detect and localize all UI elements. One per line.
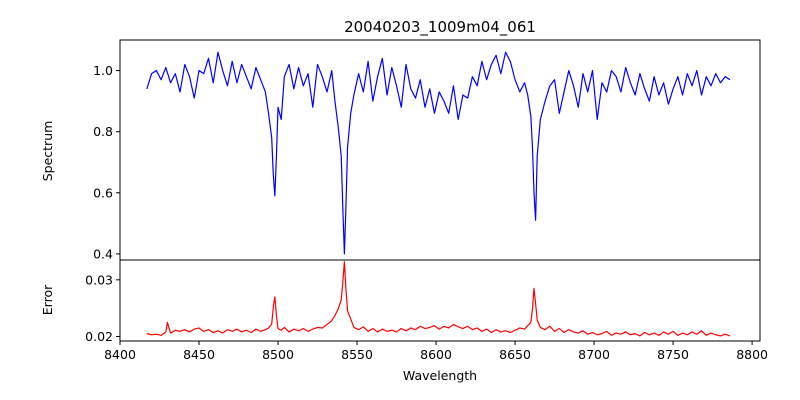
x-tick-label: 8500 (262, 347, 294, 362)
spectrum-series-line (146, 51, 731, 255)
x-tick-label: 8750 (657, 347, 689, 362)
chart-title: 20040203_1009m04_061 (344, 18, 536, 37)
error-y-ticks: 0.02 0.03 (85, 272, 120, 344)
spectrum-y-tick-label: 0.6 (93, 185, 113, 200)
spectrum-y-tick-label: 0.8 (93, 124, 113, 139)
spectrum-y-tick-label: 1.0 (93, 63, 113, 78)
x-tick-label: 8650 (499, 347, 531, 362)
error-panel: Error 0.020.03 8400 8450 8500 8550 8600 8650 8… (40, 259, 768, 383)
x-tick-label: 8550 (341, 347, 373, 362)
error-y-axis-label: Error (40, 284, 55, 315)
error-x-ticks: 8400 8450 8500 8550 8600 8650 8700 8750 8800 (104, 341, 768, 362)
error-y-tick-label: 0.03 (85, 272, 113, 287)
error-series-line (146, 261, 731, 337)
spectrum-y-axis-label: Spectrum (40, 121, 55, 182)
error-plot-frame (119, 259, 761, 342)
x-tick-label: 8800 (736, 347, 768, 362)
x-tick-label: 8600 (420, 347, 452, 362)
spectrum-y-ticks: 0.4 0.6 0.8 1.0 (93, 63, 120, 261)
x-tick-label: 8400 (104, 347, 136, 362)
x-axis-label: Wavelength (403, 368, 477, 383)
x-tick-label: 8700 (578, 347, 610, 362)
error-y-tick-label: 0.02 (85, 329, 113, 344)
x-tick-label: 8450 (183, 347, 215, 362)
spectrum-y-tick-label: 0.4 (93, 246, 113, 261)
